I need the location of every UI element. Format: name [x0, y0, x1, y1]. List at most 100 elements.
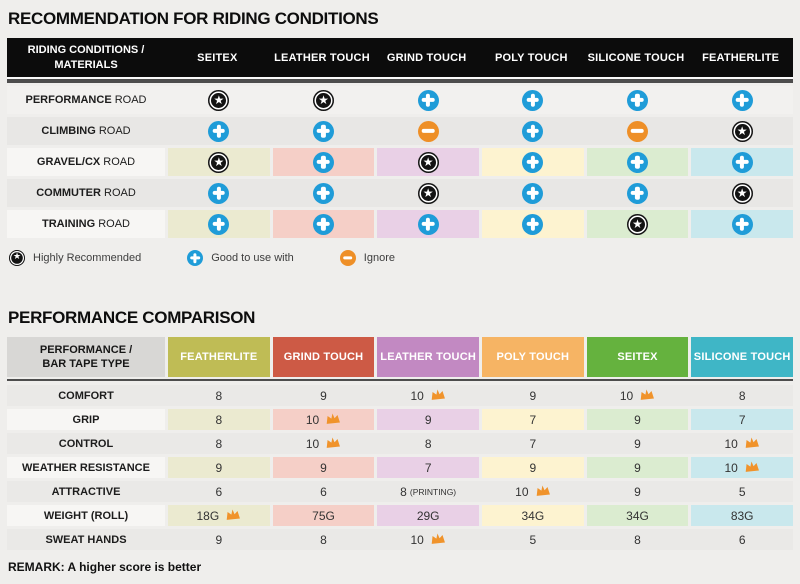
row-label: WEATHER RESISTANCE — [7, 457, 165, 478]
score-value: 7 — [738, 412, 746, 427]
column-header-seitex: SEITEX — [586, 337, 689, 377]
column-header-silicone-touch: SILICONE TOUCH — [691, 337, 793, 377]
score-cell-seitex: 9 — [586, 409, 689, 430]
plus-icon — [208, 120, 230, 142]
riding-cell-featherlite: ★ — [691, 117, 793, 145]
score-value: 9 — [320, 388, 327, 403]
riding-cell-grind-touch — [377, 86, 479, 114]
score-value: 9 — [215, 532, 223, 547]
score-value: 8 — [215, 388, 223, 403]
score-cell-poly-touch: 7 — [481, 409, 584, 430]
plus-icon — [312, 120, 334, 142]
row-label-strong: WEIGHT (ROLL) — [43, 509, 129, 522]
star-icon: ★ — [312, 89, 334, 111]
row-attractive: ATTRACTIVE 6 6 8 (PRINTING) 10 9 5 — [7, 481, 793, 502]
riding-conditions-title: RECOMMENDATION FOR RIDING CONDITIONS — [8, 9, 379, 28]
score-cell-featherlite: 18G — [168, 505, 270, 526]
score-cell-grind-touch: 10 — [272, 409, 375, 430]
riding-cell-grind-touch — [377, 210, 479, 238]
score-cell-featherlite: 9 — [168, 529, 270, 550]
score-value: 29G — [416, 508, 440, 523]
riding-cell-poly-touch — [482, 179, 584, 207]
riding-cell-silicone-touch — [587, 179, 689, 207]
star-icon: ★ — [626, 213, 648, 235]
score-value: 8 — [738, 388, 746, 403]
score-value: 9 — [215, 460, 223, 475]
score-cell-leather-touch: 8 (PRINTING) — [377, 481, 479, 502]
score-value: 34G — [521, 508, 545, 523]
performance-table: PERFORMANCE / BAR TAPE TYPE FEATHERLITE G… — [7, 337, 793, 550]
score-value: 6 — [215, 484, 223, 499]
row-commuter-road: COMMUTER ROAD ★ ★ — [7, 179, 793, 207]
riding-cell-leather-touch — [272, 148, 375, 176]
riding-cell-leather-touch: ★ — [273, 86, 375, 114]
score-note: (PRINTING) — [409, 486, 457, 497]
score-value: 10 — [724, 436, 738, 451]
score-value: 34G — [626, 508, 649, 523]
legend-label: Highly Recommended — [33, 252, 142, 264]
row-label-strong: TRAINING — [41, 218, 96, 230]
performance-header-label: PERFORMANCE / BAR TAPE TYPE — [7, 337, 165, 377]
riding-cell-grind-touch: ★ — [377, 148, 479, 176]
row-label: WEIGHT (ROLL) — [7, 505, 165, 526]
legend-label: Good to use with — [211, 252, 294, 264]
riding-cell-featherlite — [691, 148, 793, 176]
row-label: GRAVEL/CX ROAD — [7, 148, 165, 176]
row-weather-resistance: WEATHER RESISTANCE 9 9 7 9 9 10 — [7, 457, 793, 478]
score-cell-seitex: 34G — [586, 505, 689, 526]
performance-table-body: COMFORT 8 9 10 9 10 8 GRIP 8 10 9 7 9 7 CONTROL 8 10 8 7 9 1… — [7, 385, 793, 550]
riding-header-line1: RIDING CONDITIONS / — [27, 44, 145, 57]
score-cell-poly-touch: 9 — [481, 457, 584, 478]
plus-icon — [522, 89, 544, 111]
riding-cell-featherlite — [691, 210, 793, 238]
riding-cell-poly-touch — [482, 117, 584, 145]
plus-icon — [208, 213, 230, 235]
score-value: 9 — [424, 412, 432, 427]
riding-cell-seitex — [168, 117, 270, 145]
plus-icon — [626, 182, 648, 204]
row-label: ATTRACTIVE — [7, 481, 165, 502]
score-value: 9 — [320, 460, 327, 475]
score-cell-poly-touch: 9 — [482, 385, 584, 406]
row-weight-roll: WEIGHT (ROLL) 18G 75G 29G 34G 34G 83G — [7, 505, 793, 526]
score-value: 10 — [305, 436, 320, 451]
row-label: GRIP — [7, 409, 165, 430]
row-label: PERFORMANCE ROAD — [25, 94, 147, 106]
score-cell-featherlite: 6 — [168, 481, 270, 502]
score-value: 8 — [400, 484, 407, 499]
minus-icon — [626, 120, 648, 142]
row-label-strong: CONTROL — [58, 437, 114, 450]
score-value: 8 — [424, 436, 432, 451]
row-label: COMMUTER ROAD — [36, 187, 136, 199]
row-training-road: TRAINING ROAD ★ — [7, 210, 793, 238]
score-value: 18G — [196, 508, 220, 523]
column-header-featherlite: FEATHERLITE — [702, 51, 780, 64]
score-value: 5 — [738, 484, 746, 499]
star-icon: ★ — [731, 182, 753, 204]
legend-item-ignore: Ignore — [339, 250, 395, 266]
plus-icon — [731, 151, 753, 173]
row-label: SWEAT HANDS — [7, 529, 165, 550]
crown-icon — [429, 531, 447, 549]
plus-icon — [208, 182, 230, 204]
performance-header-line2: BAR TAPE TYPE — [42, 358, 130, 370]
crown-icon — [638, 387, 656, 405]
plus-icon — [312, 151, 334, 173]
score-value: 6 — [320, 484, 327, 499]
riding-cell-leather-touch — [273, 117, 375, 145]
score-cell-grind-touch: 9 — [272, 457, 375, 478]
score-cell-silicone-touch: 7 — [691, 409, 793, 430]
score-value: 10 — [515, 484, 529, 499]
row-label-strong: PERFORMANCE — [25, 94, 112, 106]
plus-icon — [522, 151, 544, 173]
row-label: CLIMBING ROAD — [41, 125, 131, 137]
score-value: 7 — [424, 460, 432, 475]
crown-icon — [429, 387, 447, 405]
riding-table: RIDING CONDITIONS / MATERIALS SEITEX LEAT… — [7, 38, 793, 238]
plus-icon — [522, 120, 544, 142]
riding-header-label: RIDING CONDITIONS / MATERIALS — [7, 43, 165, 72]
score-cell-silicone-touch: 6 — [691, 529, 793, 550]
score-value: 5 — [529, 532, 537, 547]
score-value: 9 — [634, 436, 641, 451]
